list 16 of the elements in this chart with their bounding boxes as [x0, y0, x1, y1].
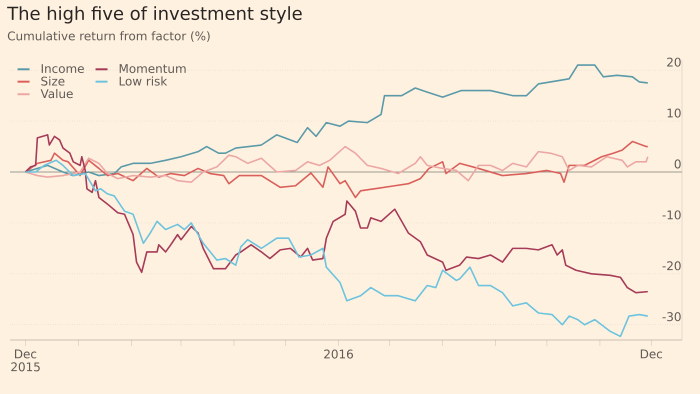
y-tick-label: -20 — [662, 261, 681, 270]
legend-label: Momentum — [120, 64, 186, 74]
legend-label: Value — [40, 88, 73, 98]
x-tick-label: Dec — [640, 350, 662, 358]
x-tick-label: Dec 2015 — [11, 350, 40, 372]
y-tick-label: 0 — [674, 159, 681, 168]
chart-title: The high five of investment style — [7, 6, 302, 24]
legend-label: Size — [41, 76, 64, 86]
chart-subtitle: Cumulative return from factor (%) — [8, 31, 210, 42]
y-tick-label: -10 — [662, 210, 681, 220]
x-tick-label: 2016 — [324, 350, 353, 359]
y-tick-label: -30 — [662, 312, 681, 322]
y-tick-label: 10 — [668, 108, 681, 118]
legend-label: Income — [42, 64, 84, 74]
y-tick-label: 20 — [667, 58, 681, 67]
legend-label: Low risk — [120, 76, 168, 86]
